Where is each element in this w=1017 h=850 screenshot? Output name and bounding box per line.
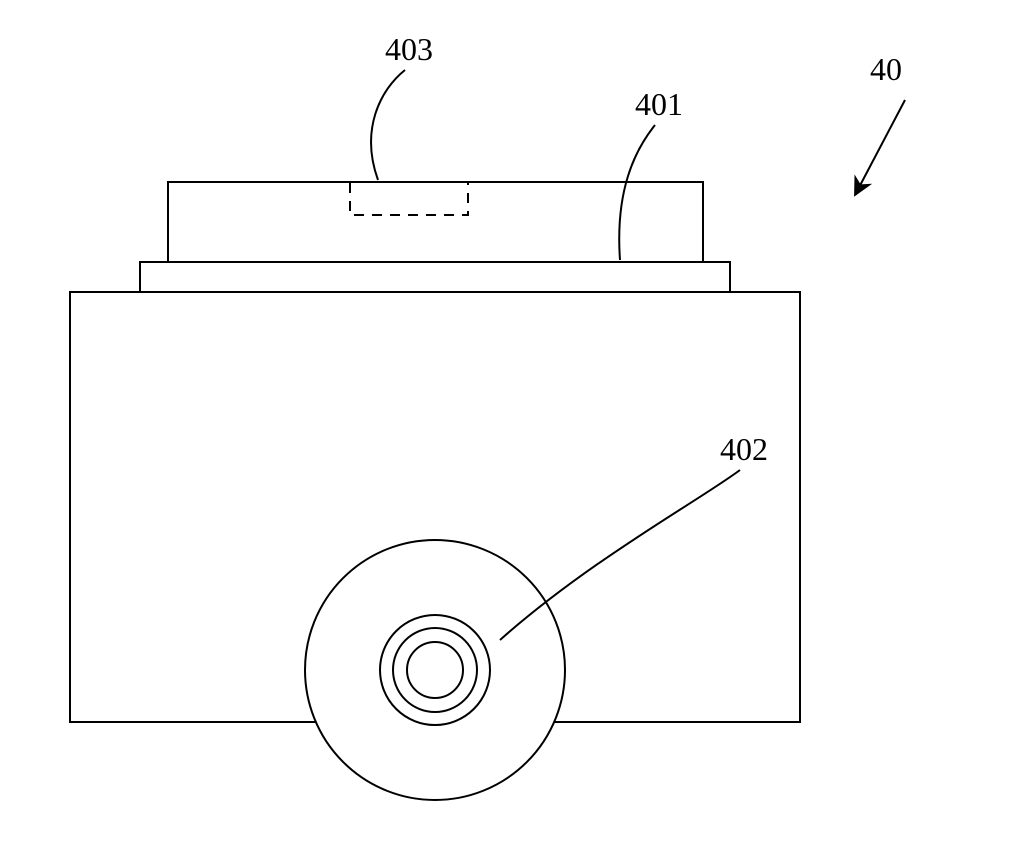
- label-403: 403: [385, 31, 433, 67]
- top-step: [140, 262, 730, 292]
- leader-40-arrow: [855, 100, 905, 195]
- label-40: 40: [870, 51, 902, 87]
- wheel-outer: [305, 540, 565, 800]
- label-402: 402: [720, 431, 768, 467]
- leader-403: [371, 70, 405, 180]
- label-401: 401: [635, 86, 683, 122]
